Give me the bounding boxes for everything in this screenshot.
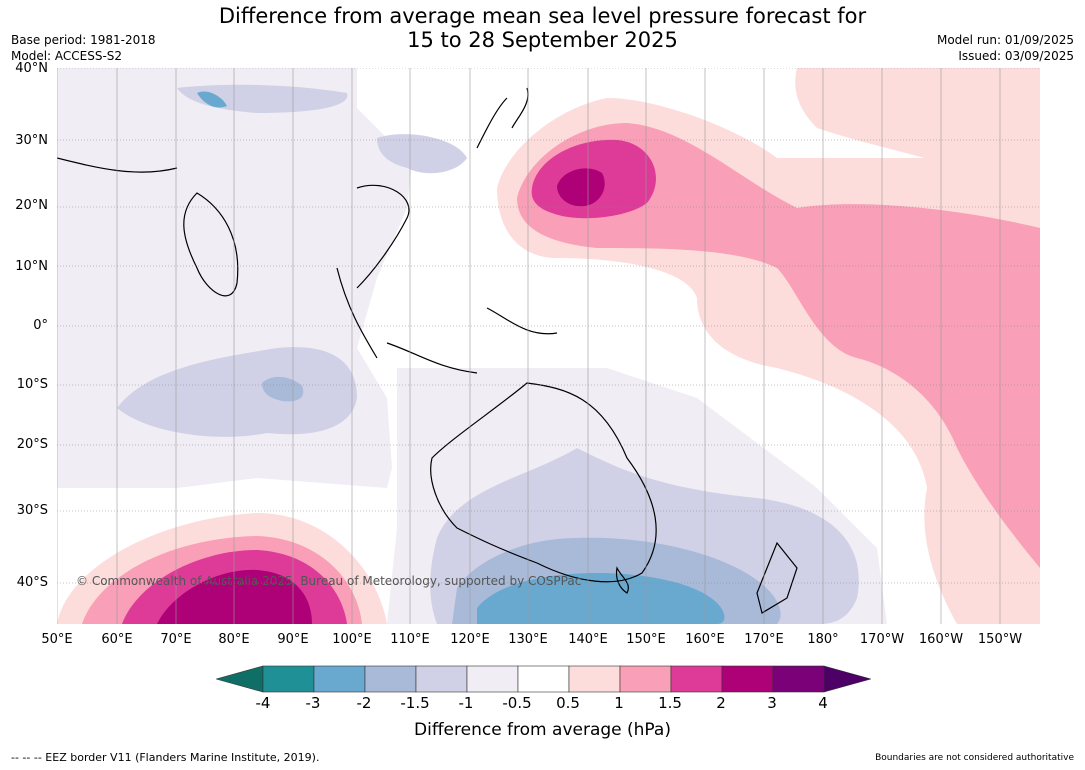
colorbar-swatch [517, 665, 570, 693]
colorbar-swatch [823, 665, 871, 693]
lat-label: 10°N [15, 259, 48, 274]
model-name: Model: ACCESS-S2 [11, 49, 123, 63]
lat-label: 30°S [16, 503, 48, 518]
anomaly-region-pale-pink-top [795, 68, 1040, 178]
lon-label: 140°E [568, 632, 608, 647]
lon-label: 70°E [160, 632, 192, 647]
lat-label: 20°S [16, 437, 48, 452]
meta-right: Model run: 01/09/2025 Issued: 03/09/2025 [937, 32, 1074, 64]
meta-left: Base period: 1981-2018 Model: ACCESS-S2 [11, 32, 156, 64]
lon-label: 50°E [41, 632, 73, 647]
issued-date: Issued: 03/09/2025 [958, 49, 1074, 63]
lon-label: 150°E [626, 632, 666, 647]
copyright-notice: © Commonwealth of Australia 2025, Bureau… [76, 574, 582, 588]
model-run: Model run: 01/09/2025 [936, 33, 1074, 47]
anomaly-region-deep-magenta-south [157, 569, 312, 624]
graticule [57, 68, 1040, 584]
colorbar-swatch [619, 665, 672, 693]
lon-label: 120°E [450, 632, 490, 647]
boundary-disclaimer: Boundaries are not considered authoritat… [875, 753, 1074, 763]
colorbar-swatch [313, 665, 366, 693]
map-canvas [57, 68, 1040, 624]
title-line-2: 15 to 28 September 2025 [407, 28, 678, 52]
colorbar-tick: -3 [305, 694, 321, 712]
lon-label: 160°E [685, 632, 725, 647]
colorbar-swatch [772, 665, 825, 693]
lat-label: 30°N [15, 133, 48, 148]
colorbar-tick: -4 [255, 694, 271, 712]
base-period: Base period: 1981-2018 [11, 33, 156, 47]
anomaly-region-deep-magenta-pacific [557, 168, 605, 207]
pressure-anomaly-map [57, 68, 1040, 624]
lon-label: 180° [807, 632, 839, 647]
lat-label: 40°N [15, 61, 48, 76]
colorbar-tick: 4 [818, 694, 828, 712]
colorbar-tick: 0.5 [556, 694, 580, 712]
anomaly-region-blue-aus [477, 573, 725, 624]
title-line-1: Difference from average mean sea level p… [218, 4, 867, 28]
colorbar [216, 665, 871, 693]
colorbar-tick: 1 [614, 694, 624, 712]
colorbar-tick: 2 [716, 694, 726, 712]
lon-label: 90°E [277, 632, 309, 647]
lon-label: 60°E [101, 632, 133, 647]
colorbar-tick: -1.5 [400, 694, 430, 712]
colorbar-swatch [670, 665, 723, 693]
colorbar-swatch [415, 665, 468, 693]
lon-label: 110°E [390, 632, 430, 647]
colorbar-tick: 3 [767, 694, 777, 712]
colorbar-tick: -0.5 [502, 694, 532, 712]
meridians [57, 68, 1001, 624]
colorbar-tick: -2 [356, 694, 372, 712]
colorbar-swatch [568, 665, 621, 693]
anomaly-region-lavender-indian [117, 347, 357, 437]
anomaly-region-pink-pacific [517, 123, 1040, 568]
lat-label: 10°S [16, 377, 48, 392]
colorbar-swatch [216, 665, 264, 693]
lon-label: 150°W [977, 632, 1023, 647]
lat-label: 20°N [15, 198, 48, 213]
colorbar-swatch [364, 665, 417, 693]
colorbar-swatches [216, 665, 871, 693]
lon-label: 100°E [332, 632, 372, 647]
colorbar-swatch [721, 665, 774, 693]
lon-label: 170°W [859, 632, 905, 647]
lon-label: 80°E [218, 632, 250, 647]
anomaly-region-lavender-china [377, 134, 467, 174]
colorbar-label: Difference from average (hPa) [414, 720, 671, 740]
lon-label: 130°E [508, 632, 548, 647]
lon-label: 170°E [744, 632, 784, 647]
lon-label: 160°W [918, 632, 964, 647]
anomaly-blue-tibet [197, 91, 227, 108]
eez-border-note: -- -- -- EEZ border V11 (Flanders Marine… [11, 751, 320, 764]
map-title: Difference from average mean sea level p… [0, 4, 1085, 52]
coastlines [57, 87, 798, 614]
colorbar-swatch [466, 665, 519, 693]
colorbar-tick: -1 [458, 694, 474, 712]
colorbar-tick: 1.5 [658, 694, 682, 712]
colorbar-swatch [262, 665, 315, 693]
lat-label: 40°S [16, 575, 48, 590]
lat-label: 0° [33, 318, 48, 333]
